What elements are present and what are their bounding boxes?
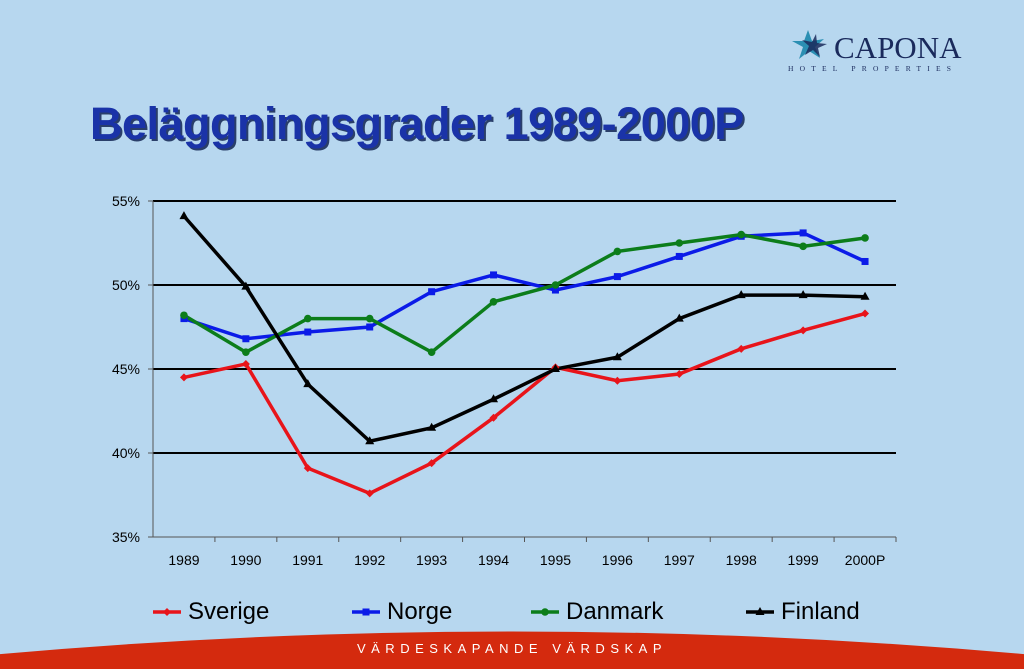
legend-item-norge: Norge xyxy=(351,596,452,628)
x-tick-label: 2000P xyxy=(845,552,885,568)
data-point-norge xyxy=(428,288,436,296)
data-point-danmark xyxy=(675,239,684,247)
data-point-sverige xyxy=(241,359,250,368)
data-point-sverige xyxy=(737,344,746,353)
y-tick-label: 50% xyxy=(112,277,140,293)
legend-swatch xyxy=(352,608,380,616)
x-tick-label: 1989 xyxy=(168,552,199,568)
data-point-danmark xyxy=(427,348,436,357)
data-point-danmark xyxy=(303,314,312,323)
series-line-sverige xyxy=(183,311,866,496)
series-markers xyxy=(179,211,870,498)
data-point-danmark xyxy=(551,281,560,289)
chart-legend: Sverige Norge Danmark Finland xyxy=(0,596,1024,628)
data-point-finland xyxy=(241,281,251,290)
legend-item-sverige: Sverige xyxy=(152,596,269,628)
data-point-finland xyxy=(303,379,313,388)
data-point-danmark xyxy=(180,311,188,320)
data-point-finland xyxy=(427,422,437,431)
legend-label: Norge xyxy=(387,598,453,625)
data-point-finland xyxy=(612,352,622,361)
x-tick-label: 1992 xyxy=(354,552,385,568)
logo-subtitle: HOTEL PROPERTIES xyxy=(788,64,958,73)
data-point-finland xyxy=(179,211,189,220)
x-tick-label: 1995 xyxy=(540,552,571,568)
data-point-danmark xyxy=(799,242,807,251)
data-point-sverige xyxy=(179,373,188,382)
y-tick-label: 45% xyxy=(112,361,140,377)
x-tick-label: 1998 xyxy=(726,552,757,568)
data-point-sverige xyxy=(799,326,808,335)
page-title: Beläggningsgrader 1989-2000P xyxy=(90,98,744,149)
data-point-finland xyxy=(860,291,870,300)
capona-logo: CAPONA HOTEL PROPERTIES xyxy=(786,26,986,76)
series-line-finland xyxy=(182,214,866,444)
x-tick-label: 1999 xyxy=(788,552,819,568)
x-tick-label: 1994 xyxy=(478,552,509,568)
data-point-finland xyxy=(736,290,746,299)
y-tick-label: 40% xyxy=(112,445,140,461)
data-point-danmark xyxy=(489,298,498,306)
data-point-norge xyxy=(242,335,250,343)
data-point-sverige xyxy=(613,376,622,385)
data-point-norge xyxy=(490,271,498,279)
series-line-danmark xyxy=(183,232,866,355)
x-tick-label: 1997 xyxy=(664,552,695,568)
data-point-danmark xyxy=(861,234,869,242)
legend-swatch xyxy=(746,607,774,615)
y-tick-labels: 35% 40% 45% 50% 55% xyxy=(112,193,140,545)
legend-item-finland: Finland xyxy=(745,596,860,628)
data-point-sverige xyxy=(489,413,498,422)
x-tick-label: 1993 xyxy=(416,552,447,568)
x-tick-label: 1996 xyxy=(602,552,633,568)
data-point-norge xyxy=(613,273,621,281)
chart-axes xyxy=(148,200,897,542)
legend-item-danmark: Danmark xyxy=(530,596,663,628)
data-point-finland xyxy=(674,313,684,322)
legend-label: Sverige xyxy=(188,598,270,625)
logo-name: CAPONA xyxy=(834,30,962,65)
data-point-norge xyxy=(304,328,312,336)
data-point-sverige xyxy=(365,489,374,498)
data-point-norge xyxy=(861,257,869,265)
data-point-norge xyxy=(799,229,807,237)
legend-label: Danmark xyxy=(566,598,664,625)
x-tick-labels: 1989 1990 1991 1992 1993 1994 1995 1996 1997 1998… xyxy=(168,552,885,568)
legend-swatch-marker xyxy=(541,608,549,616)
data-point-norge xyxy=(675,252,683,260)
data-point-finland xyxy=(550,364,560,372)
data-point-finland xyxy=(365,436,375,445)
x-tick-label: 1991 xyxy=(292,552,323,568)
data-point-sverige xyxy=(675,370,684,379)
chart-grid xyxy=(153,200,896,454)
data-point-danmark xyxy=(613,247,622,256)
data-point-danmark xyxy=(242,348,250,357)
legend-swatch xyxy=(153,608,181,616)
legend-swatch-marker xyxy=(362,608,370,616)
legend-swatch-marker xyxy=(163,608,171,616)
legend-swatch-marker xyxy=(755,607,765,615)
footer-slogan: VÄRDESKAPANDE VÄRDSKAP xyxy=(356,641,668,656)
data-point-sverige xyxy=(427,459,436,468)
data-point-danmark xyxy=(365,314,374,323)
y-tick-label: 55% xyxy=(112,193,140,209)
data-point-sverige xyxy=(861,309,870,318)
star-icon xyxy=(792,30,827,59)
data-point-sverige xyxy=(303,464,312,473)
series-lines xyxy=(182,214,866,496)
data-point-norge xyxy=(551,286,559,294)
y-tick-label: 35% xyxy=(112,529,140,545)
legend-swatch xyxy=(531,608,559,616)
x-tick-label: 1990 xyxy=(230,552,261,568)
data-point-finland xyxy=(798,290,808,299)
legend-label: Finland xyxy=(781,598,860,625)
data-point-finland xyxy=(489,394,499,403)
data-point-norge xyxy=(366,323,374,331)
data-point-danmark xyxy=(737,230,746,239)
